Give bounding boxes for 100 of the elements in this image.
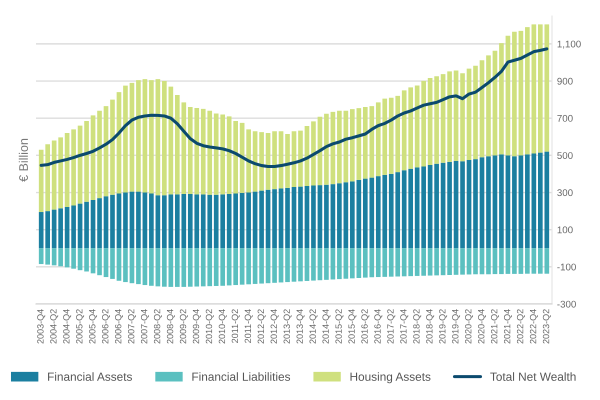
bar	[532, 153, 536, 248]
bar	[344, 248, 348, 279]
x-tick-label: 2010-Q4	[218, 309, 227, 344]
bar	[207, 194, 212, 248]
x-tick-label: 2006-Q2	[102, 309, 110, 344]
bar	[168, 194, 174, 248]
bar	[544, 152, 550, 248]
bar	[525, 27, 530, 154]
legend-label: Housing Assets	[350, 372, 430, 384]
bar	[174, 194, 180, 248]
x-tick-label: 2021-Q4	[504, 309, 512, 344]
bar	[240, 192, 244, 248]
bar	[395, 96, 400, 172]
bar	[362, 178, 368, 248]
x-tick-label: 2016-Q2	[361, 309, 370, 344]
bar	[518, 30, 524, 156]
bar	[207, 110, 212, 195]
bar	[181, 248, 186, 287]
bar	[356, 180, 362, 248]
bar	[388, 174, 394, 248]
x-tick-label: 2018-Q2	[413, 309, 422, 344]
bar	[362, 107, 368, 179]
x-tick-label: 2021-Q2	[490, 309, 499, 344]
bar	[162, 195, 167, 248]
bar	[64, 248, 70, 268]
bar	[532, 248, 536, 274]
x-tick-label: 2023-Q2	[542, 309, 551, 344]
x-tick-label: 2019-Q2	[439, 309, 448, 344]
legend-label: Financial Assets	[48, 372, 132, 381]
x-tick-label: 2003-Q4	[37, 309, 46, 344]
bar	[156, 195, 160, 248]
bar	[538, 24, 543, 153]
x-tick-label: 2011-Q4	[244, 309, 253, 343]
x-tick-label: 2015-Q4	[348, 309, 356, 344]
bar	[226, 248, 232, 286]
x-tick-label: 2009-Q4	[192, 309, 201, 344]
bar	[52, 210, 56, 248]
x-tick-label: 2020-Q2	[465, 309, 474, 344]
bar	[532, 24, 536, 154]
bar	[388, 248, 394, 277]
bar	[220, 248, 226, 286]
bar	[52, 140, 56, 210]
bar	[388, 98, 394, 174]
legend-label: Total Net Wealth	[490, 372, 576, 381]
bar	[38, 248, 44, 264]
y-tick-label: -100	[557, 264, 576, 270]
x-tick-label: 2005-Q2	[76, 309, 84, 344]
x-tick-label: 2013-Q4	[296, 309, 305, 344]
bar	[382, 248, 388, 277]
bar	[207, 248, 212, 286]
bar	[194, 108, 200, 194]
bar	[233, 248, 238, 286]
bar	[428, 78, 432, 166]
x-tick-label: 2008-Q4	[166, 309, 175, 344]
x-tick-label: 2013-Q2	[284, 309, 292, 344]
bar	[246, 129, 251, 193]
bar	[369, 106, 374, 178]
bar	[149, 248, 154, 286]
bar	[428, 165, 432, 248]
y-tick-label: 900	[557, 78, 573, 85]
bar	[525, 248, 530, 274]
x-tick-label: 2012-Q2	[258, 309, 266, 344]
bar	[181, 194, 186, 248]
legend-label: Financial Liabilities	[192, 372, 290, 381]
bar	[414, 85, 420, 168]
bar	[240, 248, 244, 285]
bar	[38, 150, 44, 212]
bar	[156, 248, 160, 286]
bar	[252, 248, 258, 284]
bar	[330, 112, 336, 184]
bar	[376, 248, 381, 278]
bar	[149, 80, 154, 194]
bar	[149, 193, 154, 248]
x-tick-label: 2019-Q4	[452, 309, 460, 344]
bar	[350, 181, 355, 248]
bar	[168, 86, 174, 194]
x-tick-label: 2004-Q4	[63, 309, 72, 344]
bar	[382, 98, 388, 175]
x-tick-label: 2008-Q2	[154, 309, 162, 344]
bar	[362, 248, 368, 278]
bar	[369, 248, 374, 278]
bar	[220, 114, 226, 194]
bar	[214, 248, 219, 286]
y-tick-label: 100	[558, 226, 573, 234]
bar	[350, 109, 355, 182]
y-axis-title: € Billion	[18, 138, 28, 182]
bar	[369, 178, 374, 248]
bar	[162, 248, 167, 287]
x-tick-label: 2020-Q4	[478, 309, 486, 344]
bar	[58, 137, 63, 208]
bar	[174, 94, 180, 194]
x-tick-label: 2022-Q4	[530, 309, 538, 344]
x-tick-label: 2006-Q4	[115, 309, 124, 344]
bar	[434, 164, 439, 248]
bar	[200, 108, 206, 194]
x-tick-label: 2017-Q4	[400, 309, 408, 344]
bar	[64, 133, 70, 208]
bar	[538, 248, 543, 274]
bar	[64, 207, 70, 248]
x-tick-label: 2014-Q4	[322, 309, 330, 344]
